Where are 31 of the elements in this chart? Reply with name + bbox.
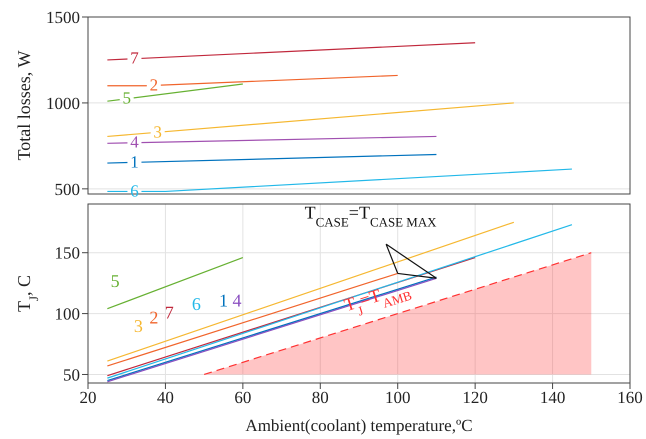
x-tick-label: 80 bbox=[312, 388, 329, 408]
series-label: 3 bbox=[134, 316, 143, 336]
series-label: 2 bbox=[150, 75, 158, 94]
x-tick-label: 140 bbox=[540, 388, 566, 408]
series-label: 2 bbox=[149, 307, 158, 328]
y-tick-label: 150 bbox=[54, 244, 80, 263]
series-label: 5 bbox=[122, 88, 131, 108]
series-label: 4 bbox=[232, 290, 242, 310]
x-axis-title: Ambient(coolant) temperature,ºC bbox=[245, 416, 473, 435]
annotation: T$_{J}$=T$_{AMB}$ bbox=[342, 285, 414, 318]
series-label: 1 bbox=[219, 290, 228, 310]
series-label: 7 bbox=[130, 48, 140, 68]
annotation: T$_{CASE}$=T$_{CASE MAX}$ bbox=[304, 202, 438, 230]
x-tick-label: 60 bbox=[234, 388, 252, 408]
y-tick-label: 500 bbox=[54, 180, 80, 199]
x-tick-label: 120 bbox=[462, 388, 488, 408]
series-label: 4 bbox=[130, 132, 140, 152]
y-tick-label: 1500 bbox=[46, 8, 80, 28]
x-tick-label: 40 bbox=[156, 388, 174, 408]
y-tick-label: 50 bbox=[63, 366, 80, 385]
series-label: 6 bbox=[192, 294, 201, 314]
x-tick-label: 20 bbox=[80, 388, 96, 408]
series-label: 1 bbox=[130, 152, 139, 172]
x-tick-label: 100 bbox=[384, 388, 410, 408]
x-tick-label: 160 bbox=[617, 388, 643, 408]
series-label: 3 bbox=[153, 122, 162, 142]
y-tick-label: 100 bbox=[54, 304, 80, 324]
y-axis-title: Total losses, W bbox=[14, 50, 34, 160]
y-tick-label: 1000 bbox=[46, 94, 80, 113]
series-label: 5 bbox=[110, 270, 120, 291]
series-label: 7 bbox=[164, 302, 174, 322]
